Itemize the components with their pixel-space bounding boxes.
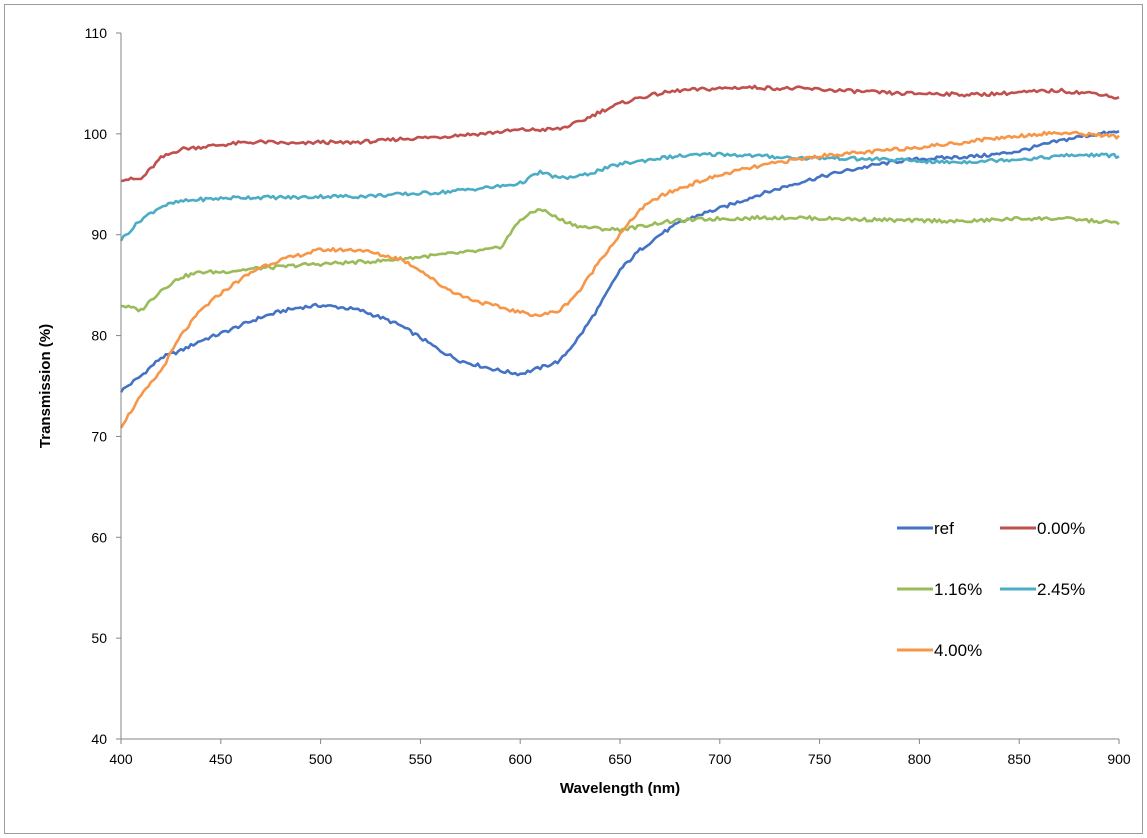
y-tick-label: 70 bbox=[91, 428, 107, 444]
legend-label: 0.00% bbox=[1037, 519, 1085, 538]
legend-label: ref bbox=[934, 519, 954, 538]
x-tick-label: 900 bbox=[1107, 751, 1131, 767]
y-axis-title: Transmission (%) bbox=[37, 324, 54, 448]
series-line-1 bbox=[120, 84, 1120, 183]
y-tick-label: 40 bbox=[91, 731, 107, 747]
legend-item: 0.00% bbox=[1000, 519, 1085, 538]
y-tick-label: 90 bbox=[91, 227, 107, 243]
series-line-2 bbox=[120, 208, 1120, 313]
x-tick-label: 550 bbox=[409, 751, 433, 767]
x-tick-label: 850 bbox=[1008, 751, 1032, 767]
legend-label: 1.16% bbox=[934, 580, 982, 599]
x-tick-label: 650 bbox=[608, 751, 632, 767]
series-line-3 bbox=[119, 151, 1120, 242]
series-line-4 bbox=[119, 130, 1120, 429]
legend-label: 2.45% bbox=[1037, 580, 1085, 599]
x-tick-label: 700 bbox=[708, 751, 732, 767]
legend-item: 1.16% bbox=[897, 580, 982, 599]
y-tick-label: 60 bbox=[91, 529, 107, 545]
y-tick-label: 110 bbox=[85, 25, 108, 41]
plot-lines bbox=[119, 84, 1120, 429]
legend-item: ref bbox=[897, 519, 954, 538]
x-tick-label: 400 bbox=[109, 751, 133, 767]
series-line-0 bbox=[119, 129, 1120, 393]
x-tick-label: 500 bbox=[309, 751, 333, 767]
y-tick-label: 100 bbox=[84, 126, 108, 142]
y-tick-label: 80 bbox=[91, 328, 107, 344]
y-tick-label: 50 bbox=[91, 630, 107, 646]
legend-item: 2.45% bbox=[1000, 580, 1085, 599]
x-axis-title: Wavelength (nm) bbox=[560, 780, 680, 797]
x-tick-label: 450 bbox=[209, 751, 233, 767]
legend-label: 4.00% bbox=[934, 641, 982, 660]
tick-labels: 400 450 500 550 600 650 700 750 800 850 900 40 50 60 7… bbox=[84, 25, 1131, 767]
x-tick-label: 600 bbox=[509, 751, 533, 767]
x-tick-label: 750 bbox=[808, 751, 832, 767]
x-tick-label: 800 bbox=[908, 751, 932, 767]
legend-item: 4.00% bbox=[897, 641, 982, 660]
axes bbox=[116, 32, 1120, 744]
legend: ref 0.00% 1.16% 2.45% 4.00% bbox=[897, 519, 1085, 660]
